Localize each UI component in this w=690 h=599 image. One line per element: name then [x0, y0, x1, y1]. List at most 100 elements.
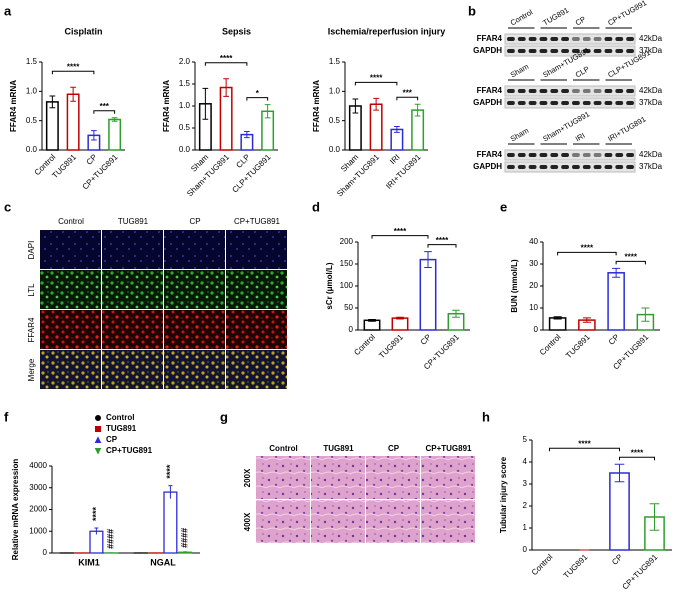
panel-label: e: [500, 199, 507, 214]
blot-band: [507, 89, 515, 93]
bar: [392, 318, 407, 330]
lane-label: Sham: [509, 62, 530, 80]
significance-label: ***: [100, 102, 110, 111]
blot-band: [605, 153, 613, 157]
panel-label: b: [468, 3, 476, 18]
blot-band: [529, 89, 537, 93]
micrograph: [226, 230, 287, 269]
column-label: TUG891: [118, 217, 149, 226]
blot-band: [572, 89, 580, 93]
blot-band: [583, 89, 591, 93]
blot-band: [626, 165, 634, 169]
blot-band: [605, 89, 613, 93]
y-tick-label: 1000: [29, 526, 47, 535]
micrograph: [40, 310, 101, 349]
blot-band: [583, 37, 591, 41]
blot-size-label: 42kDa: [639, 34, 663, 43]
x-tick-label: Control: [538, 332, 563, 357]
bar: [420, 260, 435, 330]
significance-bracket: [355, 82, 397, 85]
y-tick-label: 40: [529, 237, 538, 246]
blot-band: [572, 165, 580, 169]
blot-band: [529, 153, 537, 157]
y-tick-label: 2: [523, 501, 528, 510]
blot-band: [550, 49, 558, 53]
blot-row-label: GAPDH: [473, 46, 502, 55]
x-tick-label: CP: [85, 153, 99, 167]
column-label: Control: [58, 217, 84, 226]
blot-band: [615, 165, 623, 169]
micrograph: [102, 310, 163, 349]
bar: [608, 273, 624, 330]
row-label: DAPI: [27, 241, 36, 260]
blot-band: [529, 49, 537, 53]
x-tick-label: IRI: [388, 153, 402, 167]
significance-label: ****: [436, 236, 449, 245]
y-tick-label: 1: [523, 523, 528, 532]
blot-band: [540, 37, 548, 41]
micrograph: [311, 500, 365, 543]
micrograph: [164, 310, 225, 349]
legend-marker: [96, 449, 101, 454]
blot-band: [594, 101, 602, 105]
bar: [220, 88, 231, 150]
row-label: Merge: [27, 358, 36, 381]
y-tick-label: 150: [340, 259, 354, 268]
significance-bracket: [558, 252, 617, 255]
micrograph: [226, 310, 287, 349]
blot-band: [550, 165, 558, 169]
significance-label: ####: [180, 528, 190, 548]
legend-label: Control: [106, 413, 134, 422]
column-label: CP: [388, 444, 400, 453]
blot-band: [529, 101, 537, 105]
blot-band: [529, 37, 537, 41]
y-tick-label: 0.0: [179, 145, 191, 154]
x-tick-label: NGAL: [150, 557, 176, 567]
y-tick-label: 4: [523, 457, 528, 466]
blot-size-label: 37kDa: [639, 162, 663, 171]
blot-band: [615, 37, 623, 41]
blot-band: [561, 89, 569, 93]
blot-band: [615, 49, 623, 53]
blot-row-label: GAPDH: [473, 162, 502, 171]
micrograph: [421, 500, 475, 543]
y-tick-label: 3: [523, 479, 528, 488]
blot-band: [507, 37, 515, 41]
panel-label: h: [482, 409, 490, 424]
blot-band: [572, 153, 580, 157]
blot-band: [561, 153, 569, 157]
blot-band: [626, 101, 634, 105]
blot-band: [583, 165, 591, 169]
column-label: CP: [189, 217, 200, 226]
significance-bracket: [616, 261, 645, 264]
micrograph: [256, 500, 310, 543]
blot-band: [626, 153, 634, 157]
blot-band: [507, 153, 515, 157]
x-tick-label: CLP: [234, 153, 251, 170]
y-tick-label: 2000: [29, 505, 47, 514]
blot-size-label: 42kDa: [639, 86, 663, 95]
micrograph: [256, 456, 310, 499]
legend-marker: [96, 438, 101, 443]
y-axis-label: FFAR4 mRNA: [312, 80, 321, 132]
column-label: CP+TUG891: [234, 217, 281, 226]
blot-band: [518, 37, 526, 41]
y-tick-label: 100: [340, 281, 354, 290]
significance-bracket: [205, 63, 247, 66]
x-tick-label: CP: [610, 553, 624, 567]
bar: [364, 320, 379, 330]
x-tick-label: CP+TUG891: [620, 552, 659, 591]
significance-bracket: [372, 236, 428, 239]
blot-band: [594, 49, 602, 53]
panel-label: c: [4, 199, 11, 214]
x-tick-label: TUG891: [564, 332, 592, 360]
legend-marker: [96, 416, 101, 421]
bar: [67, 94, 78, 150]
x-tick-label: Control: [352, 332, 377, 357]
lane-label: Control: [509, 7, 535, 27]
bar: [164, 492, 177, 553]
y-tick-label: 0.5: [329, 116, 341, 125]
blot-band: [583, 101, 591, 105]
column-label: TUG891: [323, 444, 354, 453]
